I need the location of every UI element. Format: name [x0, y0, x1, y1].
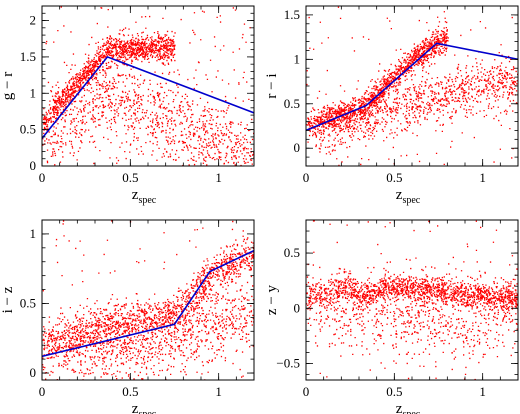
model-line	[306, 42, 518, 132]
x-axis-label: zspec	[132, 401, 157, 414]
point-cloud-0	[42, 27, 176, 140]
point-cloud-1	[307, 255, 518, 380]
x-tick-label: 0.5	[386, 170, 402, 185]
y-tick-label: 1.5	[284, 7, 300, 22]
y-axis-label: i − z	[0, 286, 16, 313]
x-tick-label: 0	[39, 170, 46, 185]
x-axis-label: zspec	[132, 187, 157, 206]
scatter-points	[42, 6, 254, 166]
scatter-points	[306, 220, 518, 380]
y-axis-label: g − r	[0, 72, 16, 100]
y-tick-label: 1	[30, 85, 37, 100]
point-cloud-1	[42, 32, 254, 166]
y-tick-label: 0.5	[284, 96, 300, 111]
x-tick-label: 0.5	[386, 384, 402, 399]
model-line	[42, 55, 254, 139]
x-tick-label: 1	[479, 170, 486, 185]
y-tick-label: 1.5	[20, 49, 36, 64]
x-tick-label: 0.5	[122, 170, 138, 185]
y-tick-label: 0.5	[20, 122, 36, 137]
x-tick-label: 1	[479, 384, 486, 399]
scatter-points	[42, 220, 254, 380]
y-tick-label: 0.5	[284, 245, 300, 260]
y-tick-label: 0	[294, 300, 301, 315]
y-tick-label: −0.5	[276, 355, 300, 370]
point-cloud-2	[306, 6, 514, 166]
axis-ticks	[305, 219, 519, 380]
model-line	[42, 249, 254, 358]
y-tick-label: 0	[30, 158, 37, 173]
x-axis-label: zspec	[396, 401, 421, 414]
y-tick-label: 1	[294, 51, 301, 66]
y-tick-label: 0	[294, 140, 301, 155]
axis-ticks	[305, 5, 519, 167]
panel-bottom-right: 00.51−0.500.5zspecz − y	[264, 219, 519, 414]
panel-top-right: 0 0.5 1 0 0.5 1 1.5 zspec r − i	[264, 5, 519, 206]
x-tick-label: 0	[39, 384, 46, 399]
x-tick-label: 0	[303, 170, 310, 185]
axis-ticks	[41, 5, 255, 167]
point-cloud-0	[306, 21, 449, 137]
panel-top-left: 0 0.5 1 0 0.5 1 1.5 2 zspec g − r	[0, 5, 255, 206]
x-tick-label: 1	[215, 384, 222, 399]
point-cloud-1	[42, 268, 254, 380]
axis-ticks	[41, 219, 255, 380]
x-tick-label: 1	[215, 170, 222, 185]
scatter-points	[306, 6, 518, 166]
x-tick-label: 0.5	[122, 384, 138, 399]
y-tick-label: 0	[30, 365, 37, 380]
x-tick-label: 0	[303, 384, 310, 399]
point-cloud-2	[43, 6, 254, 166]
x-axis-label: zspec	[396, 187, 421, 206]
point-cloud-1	[314, 51, 518, 166]
y-tick-label: 2	[30, 13, 37, 28]
point-cloud-0	[306, 261, 518, 317]
panel-bottom-left: 0 0.5 1 0 0.5 1 zspec i − z	[0, 219, 255, 414]
y-tick-label: 0.5	[20, 295, 36, 310]
y-axis-label: z − y	[264, 284, 280, 315]
y-axis-label: r − i	[264, 73, 280, 98]
point-cloud-0	[42, 232, 254, 365]
y-tick-label: 1	[30, 226, 37, 241]
